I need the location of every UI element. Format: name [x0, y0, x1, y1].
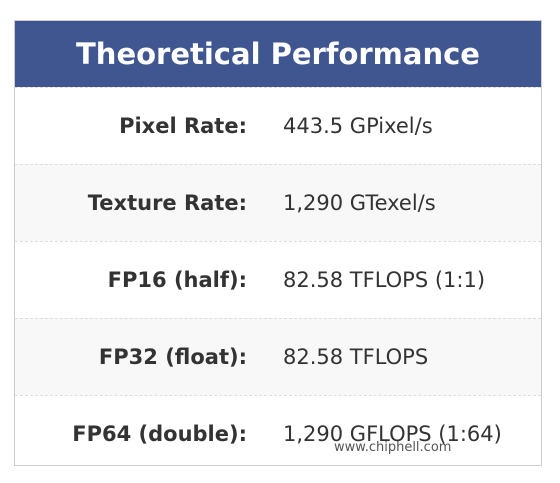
spec-row: Pixel Rate: 443.5 GPixel/s [15, 87, 541, 164]
spec-row: FP64 (double): 1,290 GFLOPS (1:64) [15, 395, 541, 472]
spec-value: 82.58 TFLOPS [283, 345, 429, 369]
spec-row: FP16 (half): 82.58 TFLOPS (1:1) [15, 241, 541, 318]
spec-value: 1,290 GFLOPS (1:64) [283, 422, 502, 446]
spec-label: FP64 (double): [72, 422, 247, 446]
spec-row: FP32 (float): 82.58 TFLOPS [15, 318, 541, 395]
card-title: Theoretical Performance [76, 37, 480, 71]
spec-row: Texture Rate: 1,290 GTexel/s [15, 164, 541, 241]
spec-value: 1,290 GTexel/s [283, 191, 436, 215]
performance-card: Theoretical Performance Pixel Rate: 443.5… [14, 20, 542, 466]
watermark: www.chiphell.com [334, 440, 452, 455]
card-header: Theoretical Performance [15, 21, 541, 87]
spec-label: FP16 (half): [107, 268, 247, 292]
spec-value: 82.58 TFLOPS (1:1) [283, 268, 486, 292]
spec-label: FP32 (float): [98, 345, 247, 369]
spec-label: Texture Rate: [87, 191, 247, 215]
spec-value: 443.5 GPixel/s [283, 114, 433, 138]
spec-label: Pixel Rate: [119, 114, 247, 138]
spec-table: Pixel Rate: 443.5 GPixel/s Texture Rate: 1,… [15, 87, 541, 472]
